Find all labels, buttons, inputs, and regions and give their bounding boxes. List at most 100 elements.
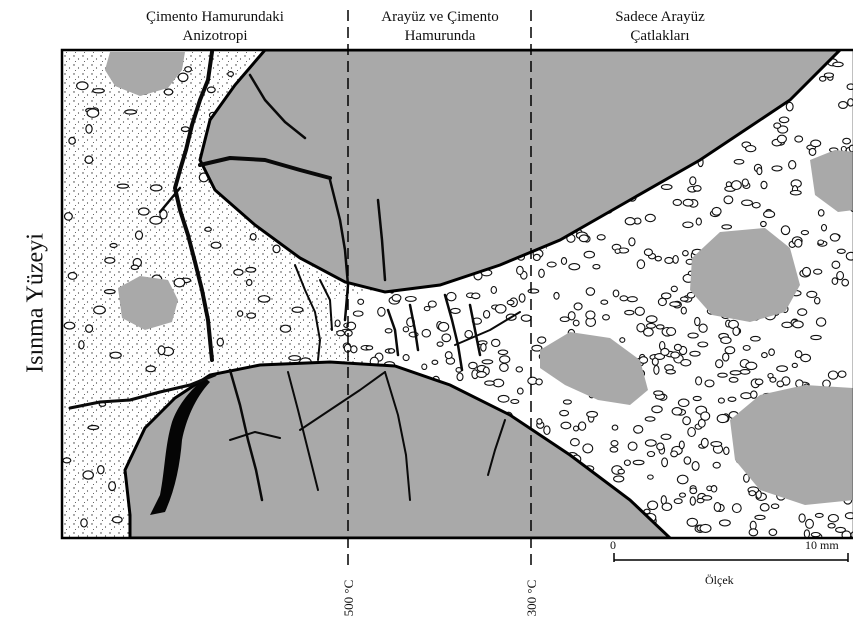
aggregate-pebble [717, 414, 728, 422]
aggregate-pebble [672, 408, 682, 415]
paste-oval [289, 356, 301, 361]
aggregate-pebble [481, 343, 486, 351]
zone-title-line2: Çatlakları [580, 27, 740, 46]
aggregate-pebble [671, 451, 678, 457]
aggregate-pebble [601, 300, 608, 304]
aggregate-pebble [528, 289, 539, 293]
aggregate-pebble [445, 352, 452, 359]
aggregate-pebble [690, 351, 700, 356]
paste-oval [150, 216, 162, 224]
aggregate-pebble [843, 138, 851, 144]
paste-oval [139, 208, 150, 215]
aggregate-pebble [698, 419, 705, 427]
aggregate-pebble [518, 388, 524, 394]
aggregate-pebble [683, 199, 693, 206]
aggregate-pebble [693, 396, 701, 400]
aggregate-pebble [696, 218, 701, 225]
aggregate-pebble [721, 337, 731, 344]
aggregate-pebble [561, 258, 566, 265]
aggregate-pebble [610, 447, 618, 452]
aggregate-pebble [457, 373, 463, 381]
aggregate-pebble [673, 199, 681, 205]
aggregate-pebble [451, 308, 461, 313]
zone-title-cement-paste: Çimento Hamurundaki Anizotropi [110, 8, 320, 46]
aggregate-pebble [777, 366, 788, 372]
aggregate-pebble [422, 329, 430, 337]
aggregate-pebble [625, 218, 635, 225]
paste-oval [117, 184, 128, 188]
aggregate-pebble [507, 300, 514, 304]
aggregate-pebble [798, 309, 807, 316]
aggregate-pebble [568, 312, 575, 320]
aggregate-pebble [806, 519, 814, 528]
paste-oval [250, 234, 256, 240]
aggregate-pebble [746, 362, 757, 369]
aggregate-pebble [680, 493, 686, 497]
aggregate-pebble [711, 442, 722, 447]
aggregate-pebble [733, 327, 740, 335]
paste-oval [280, 325, 290, 332]
aggregate-pebble [846, 252, 853, 260]
aggregate-pebble [661, 434, 671, 439]
aggregate-pebble [762, 353, 768, 358]
aggregate-pebble [389, 349, 395, 353]
aggregate-pebble [681, 360, 691, 366]
aggregate-pebble [645, 214, 655, 221]
aggregate-pebble [718, 373, 727, 377]
scale-start-label: 0 [610, 538, 616, 553]
paste-oval [77, 82, 88, 90]
aggregate-pebble [699, 324, 707, 332]
aggregate-pebble [696, 377, 702, 385]
aggregate-pebble [769, 349, 775, 356]
aggregate-pebble [644, 249, 652, 256]
aggregate-pebble [533, 254, 540, 260]
aggregate-pebble [536, 379, 542, 385]
aggregate-pebble [569, 264, 580, 270]
aggregate-pebble [538, 337, 546, 343]
aggregate-pebble [695, 317, 700, 325]
aggregate-pebble [648, 501, 658, 509]
aggregate-pebble [574, 426, 579, 431]
aggregate-pebble [662, 458, 668, 467]
aggregate-pebble [728, 397, 736, 401]
aggregate-pebble [677, 475, 688, 484]
paste-oval [125, 110, 137, 114]
aggregate-pebble [437, 342, 443, 346]
aggregate-pebble [679, 441, 684, 449]
aggregate-pebble [635, 307, 644, 315]
zone-title-line1: Arayüz ve Çimento [360, 8, 520, 27]
aggregate-pebble [353, 311, 363, 316]
aggregate-pebble [351, 346, 357, 353]
aggregate-pebble [583, 444, 593, 453]
aggregate-pebble [469, 362, 477, 368]
aggregate-pebble [648, 475, 654, 479]
aggregate-pebble [701, 438, 708, 447]
aggregate-pebble [828, 524, 835, 528]
aggregate-pebble [815, 513, 823, 517]
aggregate-pebble [793, 321, 803, 328]
aggregate-pebble [811, 335, 821, 339]
aggregate-pebble [723, 353, 729, 361]
aggregate-pebble [724, 196, 733, 204]
paste-oval [185, 67, 192, 72]
aggregate-pebble [593, 265, 600, 269]
aggregate-pebble [537, 419, 542, 424]
aggregate-pebble [687, 518, 697, 526]
aggregate-pebble [654, 366, 659, 375]
aggregate-pebble [628, 442, 637, 450]
aggregate-pebble [385, 329, 392, 333]
aggregate-pebble [405, 297, 416, 302]
paste-oval [79, 341, 84, 349]
paste-oval [247, 280, 252, 286]
aggregate-pebble [432, 360, 438, 364]
aggregate-pebble [730, 371, 741, 375]
paste-oval [146, 366, 155, 372]
aggregate-pebble [335, 320, 340, 327]
aggregate-pebble [690, 488, 697, 494]
aggregate-pebble [828, 371, 837, 379]
aggregate-pebble [830, 234, 839, 241]
paste-oval [246, 268, 256, 273]
aggregate-pebble [713, 462, 720, 468]
zone-title-line1: Sadece Arayüz [580, 8, 740, 27]
